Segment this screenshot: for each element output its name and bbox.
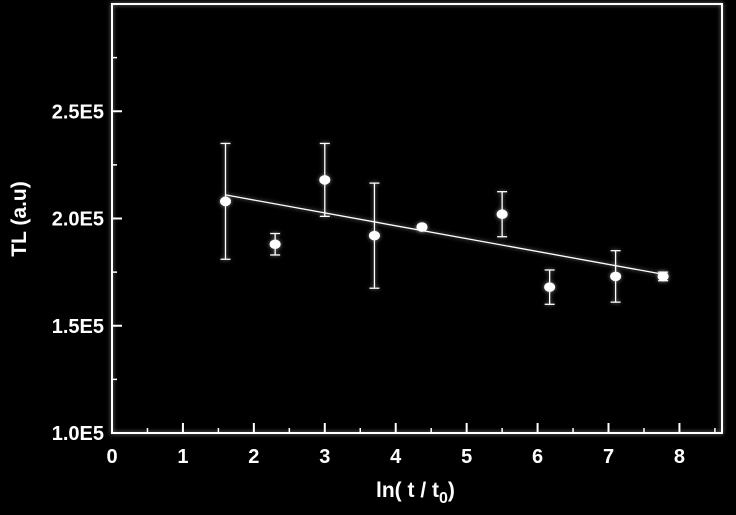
x-axis-title-main: ln( t / t <box>376 479 439 502</box>
data-point <box>610 271 622 282</box>
data-point <box>416 222 428 232</box>
y-axis-title: TL (a.u) <box>8 181 31 256</box>
y-tick-label: 1.5E5 <box>52 316 104 338</box>
data-point <box>269 239 281 250</box>
x-tick-label: 4 <box>390 446 402 468</box>
data-point <box>496 209 508 220</box>
x-tick-label: 2 <box>248 446 259 468</box>
x-tick-label: 7 <box>603 446 614 468</box>
x-axis-ticks: 0 1 2 3 4 5 6 7 8 <box>106 423 716 468</box>
y-tick-label: 2.5E5 <box>52 101 104 123</box>
x-tick-label: 5 <box>461 446 472 468</box>
data-point <box>319 175 331 185</box>
y-axis-ticks: 1.0E5 1.5E5 2.0E5 2.5E5 <box>52 56 122 445</box>
x-axis-title-close: ) <box>448 479 455 502</box>
data-point <box>657 271 669 282</box>
x-tick-label: 0 <box>106 446 117 468</box>
data-point <box>219 196 231 207</box>
data-point <box>368 230 380 241</box>
data-points-layer <box>219 142 669 305</box>
x-tick-label: 6 <box>532 446 543 468</box>
x-tick-label: 1 <box>177 446 188 468</box>
y-tick-label: 2.0E5 <box>52 209 104 231</box>
data-point <box>544 282 556 292</box>
fit-line-layer <box>225 194 664 275</box>
x-axis-title: ln( t / t0) <box>376 479 455 507</box>
x-tick-label: 8 <box>674 446 685 468</box>
fit-line <box>225 194 664 275</box>
y-tick-label: 1.0E5 <box>52 423 104 445</box>
x-tick-label: 3 <box>319 446 330 468</box>
x-axis-title-subscript: 0 <box>439 490 448 507</box>
